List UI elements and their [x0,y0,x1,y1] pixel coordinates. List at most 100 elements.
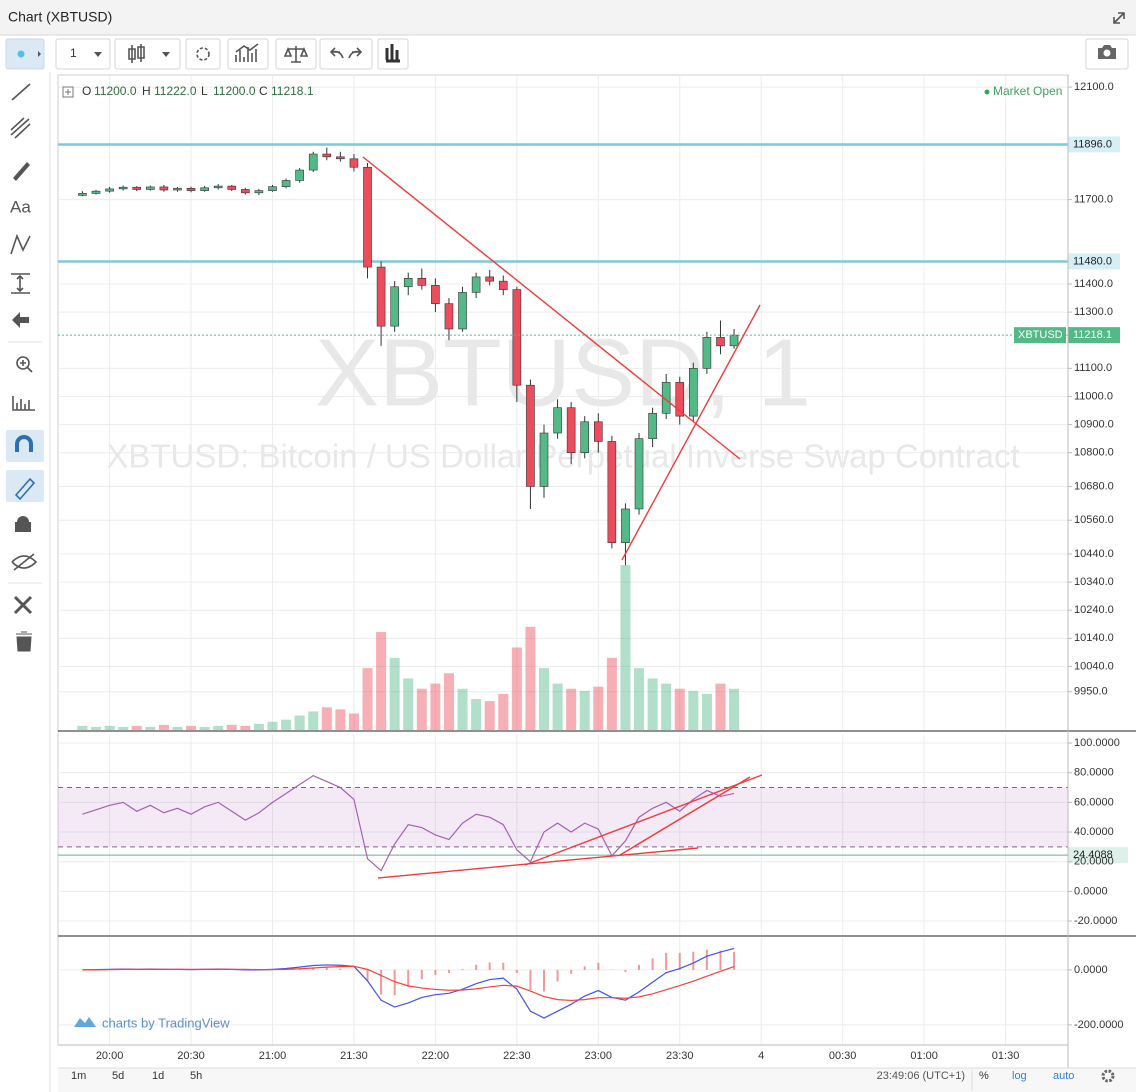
symbol-label: XBTUSD [1018,329,1063,341]
candle-body [281,180,291,187]
y-tick-label: 60.0000 [1074,796,1114,808]
trend-line[interactable] [377,847,699,879]
candle-body [566,407,576,454]
histogram-bar [529,969,532,990]
brush-tool[interactable] [13,162,30,181]
chart-style-button[interactable] [114,38,181,70]
legend-value: 11200.0 [213,84,256,98]
settings-icon [196,47,210,61]
ruler-tool[interactable] [12,396,35,411]
auto-toggle[interactable]: auto [1053,1070,1074,1082]
hide-tool[interactable] [11,553,38,571]
bottom-bar [58,1068,1136,1092]
trend-line[interactable] [362,156,741,460]
window-title: Chart (XBTUSD) [8,9,112,25]
interval-dropdown [94,52,102,57]
range-button[interactable]: 1m [71,1070,86,1082]
watermark-description: XBTUSD: Bitcoin / US Dollar Perpetual In… [106,438,1019,475]
candle-body [349,158,359,168]
axis-settings[interactable] [1101,1069,1115,1083]
pattern-tool[interactable] [10,233,31,255]
magnet-button[interactable] [6,430,44,462]
chart-style-dropdown [162,52,170,57]
range-button[interactable]: 5d [112,1070,124,1082]
histogram-bar [583,966,586,970]
volume-bar [158,724,169,730]
candle-body [539,432,549,487]
undo-icon [329,47,344,59]
candle-body [213,185,223,189]
volume-bar [240,725,251,730]
candle-body [661,382,671,414]
tradingview-logo [74,1017,96,1027]
volume-bar [376,632,387,730]
back-tool[interactable] [12,312,29,328]
volume-bar [443,673,454,730]
x-tick-label: 21:00 [259,1050,287,1062]
volume-bar [729,688,740,730]
price-label-bg [1068,253,1120,270]
candle-body [186,188,196,191]
volume-bar [91,726,102,730]
candle-body [336,156,345,160]
fib-tool[interactable] [10,117,31,139]
candle-body [146,186,155,190]
candle-body [254,190,264,194]
trend-line[interactable] [524,774,763,866]
candle-body [648,413,657,439]
y-tick-label: 80.0000 [1074,767,1114,779]
candle-body [390,286,399,327]
volume-bar [593,686,604,730]
lock-tool[interactable] [15,516,31,532]
trend-line[interactable] [619,776,751,856]
histogram-bar [393,969,396,996]
zoom-icon [20,360,33,373]
candle-body [227,185,237,190]
percent-toggle[interactable]: % [979,1070,989,1082]
price-label-bg [1068,136,1120,153]
magnet-icon [15,435,33,452]
x-tick-label: 23:00 [585,1050,613,1062]
y-tick-label: 10560.0 [1074,514,1114,526]
cursor-dropdown [38,51,41,57]
volume-bar [308,711,319,730]
stay-drawing-button[interactable] [6,470,44,502]
macd-line [82,965,735,1002]
expand-button[interactable] [1113,12,1125,24]
candle-body [431,285,440,304]
settings-button[interactable] [185,38,221,70]
candle-body [498,280,508,290]
cursor-button[interactable] [5,38,45,70]
zoom-tool[interactable] [16,356,30,370]
volume-bar [226,724,237,730]
range-button[interactable]: 5h [190,1070,202,1082]
trash-tool[interactable] [16,631,32,652]
x-tick-label: 20:00 [96,1050,124,1062]
y-tick-label: 11700.0 [1074,193,1113,205]
y-tick-label: 10140.0 [1074,632,1114,644]
branding[interactable]: charts by TradingView [102,1015,230,1030]
text-tool[interactable]: Aa [10,197,31,216]
remove-tool[interactable] [13,595,33,615]
interval-button[interactable] [55,38,111,70]
trend-line[interactable] [621,304,761,561]
measure-tool[interactable] [11,273,30,294]
symbol-label-bg [1014,327,1066,344]
x-tick-label: 22:30 [503,1050,531,1062]
undo-redo-button[interactable] [319,38,373,70]
volume-bar [511,647,522,730]
histogram-bar [556,969,559,982]
volume-bar [552,683,563,730]
log-toggle[interactable]: log [1012,1070,1027,1082]
y-tick-label: 10440.0 [1074,548,1114,560]
trend-line-tool[interactable] [11,83,31,101]
x-tick-label: 01:30 [992,1050,1020,1062]
candle-body [485,276,494,282]
x-tick-label: 20:30 [177,1050,205,1062]
legend-value: 11200.0 [94,84,137,98]
price-label: 24.4088 [1073,849,1113,861]
candle-body [200,187,209,191]
legend-key: H [142,84,151,98]
range-button[interactable]: 1d [152,1070,164,1082]
